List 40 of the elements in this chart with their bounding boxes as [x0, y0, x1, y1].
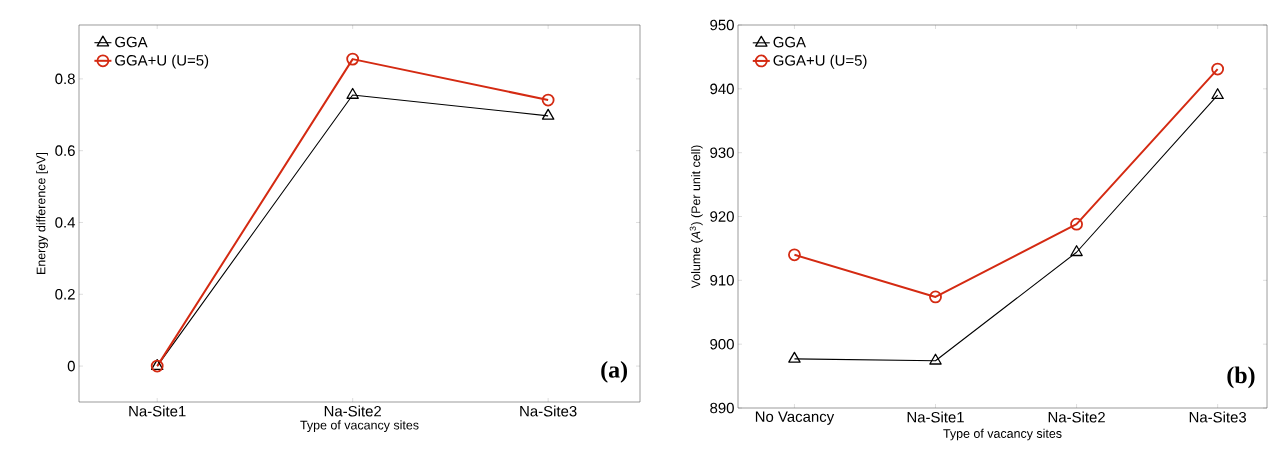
y-tick-label: 0.6: [55, 145, 75, 156]
point: [346, 52, 360, 66]
y-axis-title: Energy difference [eV]: [36, 152, 48, 274]
legend-label: GGA+U (U=5): [773, 54, 867, 69]
x-tick-label: Na-Site1: [129, 405, 186, 417]
legend-label: GGA+U (U=5): [115, 54, 209, 69]
legend-label: GGA: [115, 36, 148, 48]
point: [346, 87, 359, 99]
x-axis-title: Type of vacancy sites: [300, 420, 419, 432]
point: [788, 248, 801, 262]
point: [788, 351, 801, 363]
annotation: (b): [1227, 366, 1255, 389]
y-tick-label: 940: [710, 83, 734, 95]
point: [541, 108, 555, 120]
point: [929, 290, 942, 304]
x-tick-label: No Vacancy: [755, 411, 835, 425]
x-axis-title: Type of vacancy sites: [943, 428, 1062, 441]
y-tick-label: 950: [710, 19, 734, 31]
x-tick-label: Na-Site2: [1048, 411, 1105, 423]
x-tick-label: Na-Site3: [1189, 411, 1247, 423]
y-tick-label: 920: [710, 211, 734, 222]
y-tick-label: 900: [710, 338, 734, 350]
x-tick-label: Na-Site1: [907, 411, 964, 423]
point: [541, 93, 555, 107]
point: [1211, 88, 1224, 100]
point: [1070, 245, 1083, 257]
point: [1070, 217, 1083, 231]
y-tick-label: 0: [67, 360, 75, 372]
point: [929, 353, 942, 365]
y-tick-label: 890: [710, 402, 734, 414]
y-tick-label: 0.4: [55, 217, 76, 228]
point: [1211, 62, 1225, 76]
y-tick-label: 0.2: [55, 289, 75, 300]
y-tick-label: 910: [710, 275, 734, 286]
legend-label: GGA: [773, 36, 806, 48]
y-tick-label: 0.8: [55, 73, 75, 85]
x-tick-label: Na-Site3: [520, 405, 577, 417]
x-tick-label: Na-Site2: [324, 405, 381, 417]
annotation: (a): [601, 361, 628, 383]
y-tick-label: 930: [710, 147, 734, 158]
